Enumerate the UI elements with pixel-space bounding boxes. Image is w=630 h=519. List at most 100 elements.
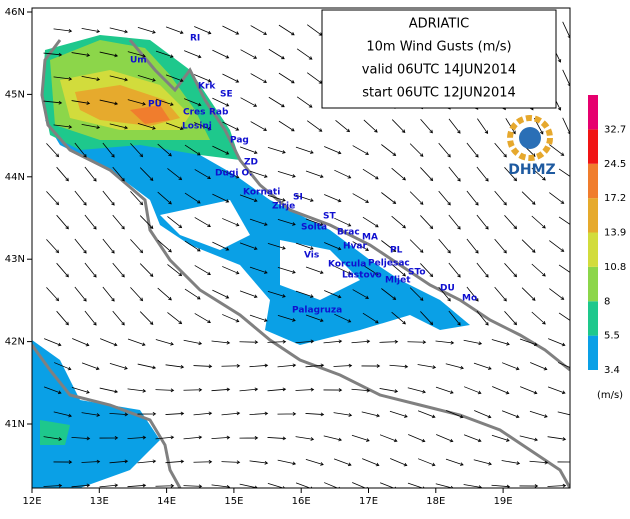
place-label: ST bbox=[323, 212, 336, 222]
coastline-italy bbox=[40, 39, 570, 488]
place-label: Solta bbox=[301, 223, 327, 233]
wind-arrow bbox=[352, 289, 369, 299]
wind-arrow bbox=[249, 314, 268, 322]
wind-arrow bbox=[277, 218, 296, 226]
wind-arrow bbox=[391, 215, 406, 229]
wind-arrow bbox=[249, 218, 268, 226]
wind-arrow bbox=[491, 339, 510, 346]
wind-arrow bbox=[466, 190, 479, 206]
wind-arrow bbox=[558, 312, 570, 321]
wind-arrow bbox=[212, 241, 230, 251]
wind-arrow bbox=[84, 166, 97, 182]
wind-arrow bbox=[334, 169, 352, 179]
wind-arrow bbox=[351, 434, 370, 442]
colorbar-label: 32.7 bbox=[604, 124, 626, 135]
wind-arrow bbox=[466, 142, 479, 158]
wind-arrow bbox=[43, 386, 62, 395]
wind-arrow bbox=[112, 262, 125, 278]
wind-arrow bbox=[420, 215, 434, 230]
wind-arrow bbox=[184, 240, 201, 252]
wind-arrow bbox=[562, 117, 570, 135]
wind-arrow bbox=[184, 144, 201, 156]
wind-arrow bbox=[521, 191, 536, 205]
wind-arrow bbox=[56, 166, 69, 182]
wind-arrow bbox=[391, 119, 406, 133]
wind-arrow bbox=[324, 242, 342, 251]
wind-arrow bbox=[323, 435, 343, 442]
wind-arrow bbox=[212, 193, 230, 203]
wind-arrow bbox=[53, 460, 73, 464]
wind-arrow bbox=[130, 191, 144, 206]
wind-arrow bbox=[139, 167, 154, 181]
axis-ticks: 12E 13E 14E 15E 16E 17E 18E 19E 46N 45N 44N 43N 42N 4… bbox=[5, 7, 513, 507]
wind-arrow bbox=[102, 190, 115, 206]
wind-arrow bbox=[157, 287, 172, 301]
wind-arrow bbox=[54, 362, 72, 371]
wind-arrow bbox=[165, 122, 184, 131]
wind-arrow bbox=[379, 388, 399, 394]
wind-arrow bbox=[250, 73, 267, 83]
wind-arrow bbox=[184, 288, 201, 300]
field-green bbox=[40, 420, 70, 445]
wind-arrow bbox=[43, 483, 63, 488]
wind-arrow bbox=[295, 146, 314, 154]
wind-arrow bbox=[74, 142, 87, 158]
colorbar-segment bbox=[588, 335, 598, 370]
wind-arrow bbox=[239, 242, 258, 251]
wind-arrow bbox=[99, 387, 119, 394]
wind-arrow bbox=[474, 410, 492, 419]
wind-arrow bbox=[278, 120, 295, 132]
wind-arrow bbox=[268, 96, 285, 108]
colorbar-segment bbox=[588, 198, 598, 233]
wind-arrow bbox=[109, 27, 129, 34]
wind-arrow bbox=[361, 411, 381, 418]
wind-arrow bbox=[43, 436, 63, 441]
wind-arrow bbox=[165, 26, 184, 35]
wind-arrow bbox=[56, 310, 69, 326]
wind-arrow bbox=[109, 412, 129, 417]
wind-arrow bbox=[562, 69, 570, 87]
wind-arrow bbox=[351, 388, 371, 393]
wind-arrow bbox=[519, 338, 538, 347]
wind-arrow bbox=[249, 266, 268, 274]
wind-arrow bbox=[476, 214, 489, 230]
colorbar-label: 13.9 bbox=[604, 228, 626, 239]
wind-arrow bbox=[305, 266, 324, 274]
wind-arrow bbox=[268, 48, 285, 60]
wind-arrow bbox=[194, 313, 211, 323]
wind-arrow bbox=[296, 96, 313, 108]
colorbar-label: 24.5 bbox=[604, 159, 626, 170]
wind-arrow bbox=[46, 143, 60, 158]
wind-arrow bbox=[445, 363, 464, 370]
wind-arrow bbox=[99, 483, 119, 488]
wind-arrow bbox=[491, 434, 510, 442]
wind-arrow bbox=[445, 458, 464, 466]
place-label: PL bbox=[390, 246, 403, 256]
wind-arrow bbox=[521, 239, 536, 253]
place-label: Kornati bbox=[243, 188, 280, 198]
wind-arrow bbox=[249, 170, 268, 178]
wind-arrow bbox=[212, 289, 230, 299]
lon-label: 16E bbox=[292, 496, 311, 507]
wind-arrow bbox=[74, 190, 87, 206]
wind-arrow bbox=[249, 363, 269, 368]
place-label: DU bbox=[440, 284, 455, 294]
wind-arrow bbox=[239, 194, 258, 203]
wind-arrow bbox=[492, 386, 510, 395]
lat-label: 46N bbox=[5, 7, 25, 18]
wind-arrow bbox=[529, 410, 548, 418]
wind-arrow bbox=[420, 118, 433, 134]
wind-arrow bbox=[558, 362, 570, 368]
wind-arrow bbox=[56, 262, 69, 278]
wind-arrow bbox=[295, 290, 314, 298]
wind-arrow bbox=[557, 411, 570, 416]
wind-arrow bbox=[295, 436, 315, 441]
wind-arrow bbox=[222, 121, 240, 131]
wind-arrow bbox=[351, 339, 371, 344]
wind-arrow bbox=[277, 412, 297, 416]
wind-arrow bbox=[519, 435, 539, 442]
wind-arrow bbox=[194, 169, 211, 179]
wind-arrow bbox=[155, 483, 175, 488]
wind-arrow bbox=[194, 122, 212, 131]
field-gap bbox=[280, 240, 360, 300]
